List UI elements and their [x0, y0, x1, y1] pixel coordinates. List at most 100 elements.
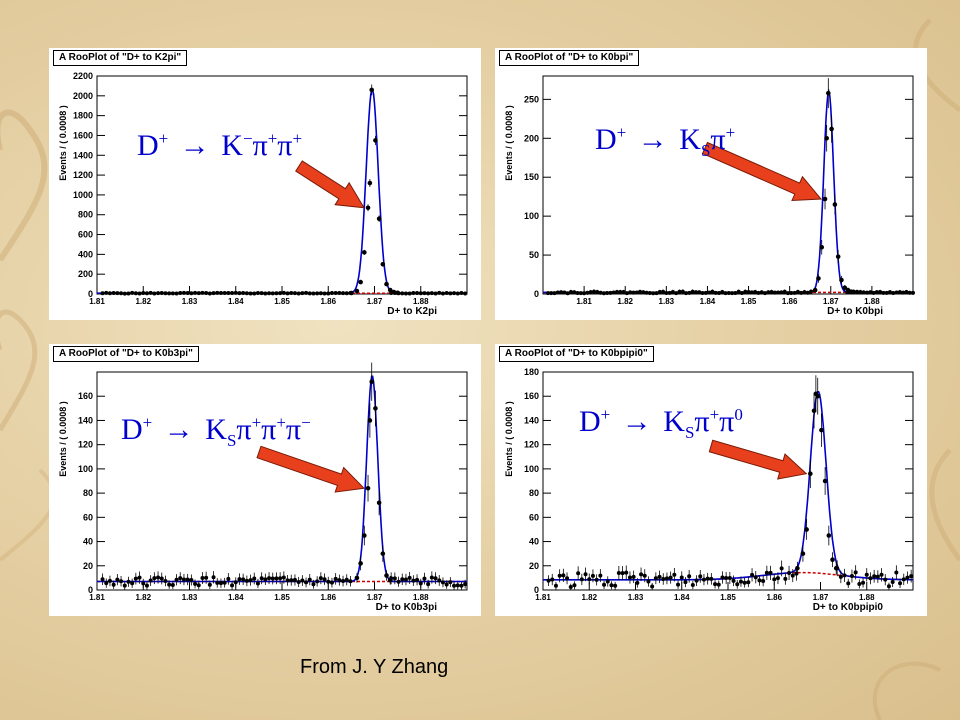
data-point: [768, 570, 773, 575]
data-point: [842, 573, 847, 578]
data-point: [204, 575, 209, 580]
data-point: [627, 575, 632, 580]
data-point: [738, 579, 743, 584]
data-point: [333, 576, 338, 581]
data-point: [429, 575, 434, 580]
y-tick-label: 60: [83, 512, 93, 522]
data-point: [565, 576, 570, 581]
data-point: [555, 290, 560, 295]
data-point: [839, 277, 844, 283]
data-point: [804, 527, 809, 532]
data-point: [887, 290, 892, 295]
data-point: [761, 578, 766, 583]
data-point: [274, 576, 279, 581]
data-point: [274, 291, 279, 296]
data-point: [241, 290, 246, 295]
data-point: [407, 575, 412, 580]
data-point: [598, 573, 603, 578]
credit-text: From J. Y Zhang: [300, 656, 449, 678]
data-point: [326, 579, 331, 584]
data-point: [724, 576, 729, 581]
data-point: [426, 291, 431, 296]
data-point: [812, 287, 818, 293]
plot-title: A RooPlot of "D+ to K0bpi": [499, 50, 640, 66]
data-point: [178, 291, 183, 296]
data-point: [585, 290, 590, 295]
data-point: [756, 290, 761, 295]
data-point: [318, 291, 323, 296]
data-point: [786, 291, 791, 296]
data-point: [429, 291, 434, 296]
data-point: [137, 575, 142, 580]
plot-title: A RooPlot of "D+ to K0b3pi": [53, 346, 199, 362]
data-point: [802, 290, 807, 295]
data-point: [693, 290, 698, 295]
data-point: [822, 478, 828, 484]
data-point: [779, 290, 784, 295]
data-point: [122, 583, 127, 588]
data-point: [369, 87, 375, 93]
data-point: [189, 577, 194, 582]
y-tick-label: 20: [83, 561, 93, 571]
x-axis-label: D+ to K2pi: [387, 306, 437, 317]
data-point: [552, 291, 557, 296]
data-point: [811, 408, 817, 414]
data-point: [690, 289, 695, 294]
data-point: [137, 291, 142, 296]
data-point: [868, 290, 873, 295]
y-tick-label: 1000: [73, 190, 93, 200]
x-tick-label: 1.81: [89, 593, 105, 602]
data-point: [369, 379, 375, 384]
data-point: [861, 290, 866, 295]
data-point: [787, 570, 792, 575]
data-point: [107, 291, 112, 296]
data-point: [376, 500, 382, 506]
data-point: [679, 575, 684, 580]
data-point: [119, 291, 124, 296]
data-point: [337, 578, 342, 583]
data-point: [733, 290, 738, 295]
data-point: [838, 574, 843, 579]
data-point: [846, 581, 851, 586]
data-point: [805, 290, 810, 295]
data-point: [609, 583, 614, 588]
data-point: [783, 576, 788, 581]
data-point: [731, 578, 736, 583]
x-tick-label: 1.88: [413, 297, 429, 306]
data-point: [890, 579, 895, 584]
data-point: [152, 291, 157, 296]
data-point: [753, 290, 758, 295]
data-point: [126, 291, 131, 296]
data-point: [196, 583, 201, 588]
data-point: [237, 577, 242, 582]
data-point: [557, 573, 562, 578]
decay-formula: D+ → KSπ+π0: [579, 405, 743, 442]
data-point: [358, 279, 363, 285]
data-point: [598, 290, 603, 295]
data-point: [130, 290, 135, 295]
data-point: [545, 291, 550, 296]
data-point: [178, 576, 183, 581]
data-point: [864, 572, 869, 577]
data-point: [322, 291, 327, 296]
data-point: [418, 291, 423, 296]
data-point: [278, 291, 283, 296]
x-axis-label: D+ to K0bpi: [827, 306, 883, 317]
data-point: [344, 577, 349, 582]
data-point: [808, 471, 813, 477]
data-point: [395, 290, 400, 296]
data-point: [185, 290, 190, 295]
data-point: [565, 291, 570, 296]
data-point: [181, 577, 186, 582]
data-point: [576, 571, 581, 576]
data-point: [415, 577, 420, 582]
data-point: [455, 291, 460, 296]
data-point: [624, 291, 629, 296]
data-point: [646, 579, 651, 584]
data-point: [248, 578, 253, 583]
data-point: [833, 565, 839, 571]
data-point: [148, 578, 153, 583]
data-point: [661, 289, 666, 294]
data-point: [333, 291, 338, 296]
data-point: [694, 578, 699, 583]
